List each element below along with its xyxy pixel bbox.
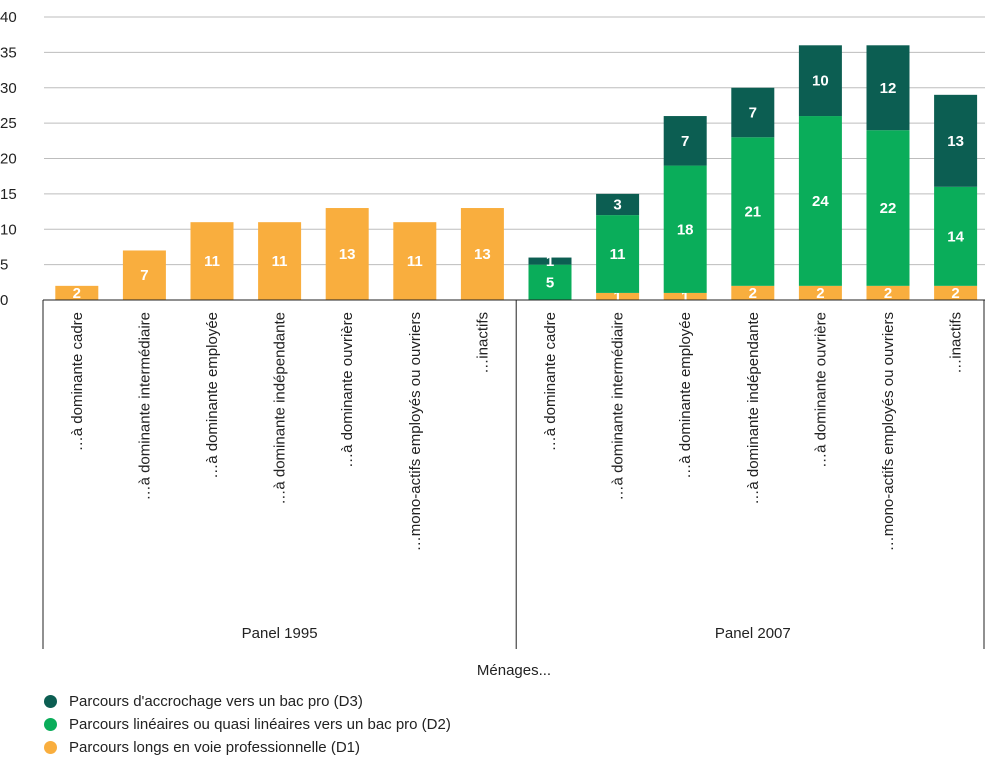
data-label: 13	[474, 246, 491, 263]
bar-segment	[731, 285, 775, 300]
y-tick-label: 0	[0, 292, 8, 309]
data-label: 7	[140, 267, 148, 284]
y-tick-label: 20	[0, 151, 17, 168]
category-label: …mono-actifs employés ou ouvriers	[407, 312, 424, 551]
legend-label-d3: Parcours d'accrochage vers un bac pro (D…	[69, 693, 363, 710]
category-label: …à dominante indépendante	[745, 312, 762, 505]
data-label: 21	[744, 204, 761, 221]
group-label: Panel 1995	[242, 625, 318, 642]
category-label: …à dominante indépendante	[272, 312, 289, 505]
bar-segment	[528, 257, 572, 265]
data-label: 7	[681, 133, 689, 150]
y-tick-label: 15	[0, 186, 17, 203]
bar-segment	[325, 208, 369, 300]
data-label: 14	[947, 228, 964, 245]
data-label: 22	[880, 200, 897, 217]
bar-segment	[798, 285, 842, 300]
data-label: 2	[816, 285, 824, 302]
category-label: …à dominante cadre	[542, 312, 559, 451]
bar-segment	[663, 116, 707, 166]
y-tick-label: 10	[0, 221, 17, 238]
bar-segment	[798, 45, 842, 117]
bar-segment	[393, 222, 437, 300]
bar-segment	[460, 208, 504, 300]
bar-segment	[663, 165, 707, 293]
bar-segment	[596, 215, 640, 293]
data-label: 2	[749, 285, 757, 302]
data-label: 5	[546, 274, 554, 291]
y-tick-label: 30	[0, 80, 17, 97]
data-label: 11	[204, 253, 220, 270]
data-label: 13	[947, 133, 964, 150]
bar-segment	[663, 292, 707, 300]
bar-segment	[122, 250, 166, 300]
y-tick-label: 5	[0, 257, 8, 274]
data-label: 24	[812, 193, 829, 210]
bar-segment	[731, 87, 775, 138]
bar-segment	[866, 285, 910, 300]
category-label: …inactifs	[474, 312, 491, 374]
data-label: 12	[880, 80, 897, 97]
legend-swatch-d3	[44, 695, 57, 708]
data-label: 11	[610, 246, 626, 263]
data-label: 2	[884, 285, 892, 302]
bar-segment	[934, 285, 978, 300]
bar-segment	[731, 137, 775, 286]
y-tick-label: 40	[0, 9, 17, 26]
category-label: …à dominante intermédiaire	[136, 312, 153, 500]
category-label: …inactifs	[948, 312, 965, 374]
category-label: …à dominante cadre	[69, 312, 86, 451]
data-label: 1	[681, 288, 689, 305]
bar-segment	[934, 186, 978, 286]
bar-segment	[866, 45, 910, 131]
bar-segment	[528, 264, 572, 300]
data-label: 2	[73, 285, 81, 302]
data-label: 13	[339, 246, 356, 263]
group-label: Panel 2007	[715, 625, 791, 642]
category-label: …à dominante employée	[204, 312, 221, 479]
bar-segment	[190, 222, 234, 300]
bar-segment	[798, 116, 842, 286]
bar-segment	[596, 193, 640, 216]
data-label: 10	[812, 73, 829, 90]
bar-segment	[866, 130, 910, 286]
data-label: 1	[546, 253, 554, 270]
y-tick-label: 25	[0, 115, 17, 132]
bar-segment	[934, 94, 978, 187]
legend-label-d1: Parcours longs en voie professionnelle (…	[69, 739, 360, 756]
data-label: 18	[677, 221, 694, 238]
y-tick-label: 35	[0, 44, 17, 61]
category-label: …à dominante intermédiaire	[610, 312, 627, 500]
data-label: 1	[613, 288, 621, 305]
category-label: …mono-actifs employés ou ouvriers	[880, 312, 897, 551]
bar-segment	[258, 222, 302, 300]
data-label: 7	[749, 105, 757, 122]
bar-segment	[596, 292, 640, 300]
legend-item-d2: Parcours linéaires ou quasi linéaires ve…	[44, 713, 451, 736]
category-label: …à dominante employée	[677, 312, 694, 479]
legend-swatch-d2	[44, 718, 57, 731]
category-label: …à dominante ouvrière	[812, 312, 829, 468]
data-label: 11	[272, 253, 288, 270]
legend-item-d3: Parcours d'accrochage vers un bac pro (D…	[44, 690, 451, 713]
legend: Parcours d'accrochage vers un bac pro (D…	[44, 690, 451, 759]
legend-item-d1: Parcours longs en voie professionnelle (…	[44, 736, 451, 759]
legend-swatch-d1	[44, 741, 57, 754]
bar-segment	[55, 285, 99, 300]
data-label: 11	[407, 253, 423, 270]
x-axis-title: Ménages...	[477, 662, 551, 679]
data-label: 3	[613, 196, 621, 213]
category-label: …à dominante ouvrière	[339, 312, 356, 468]
data-label: 2	[951, 285, 959, 302]
legend-label-d2: Parcours linéaires ou quasi linéaires ve…	[69, 716, 451, 733]
